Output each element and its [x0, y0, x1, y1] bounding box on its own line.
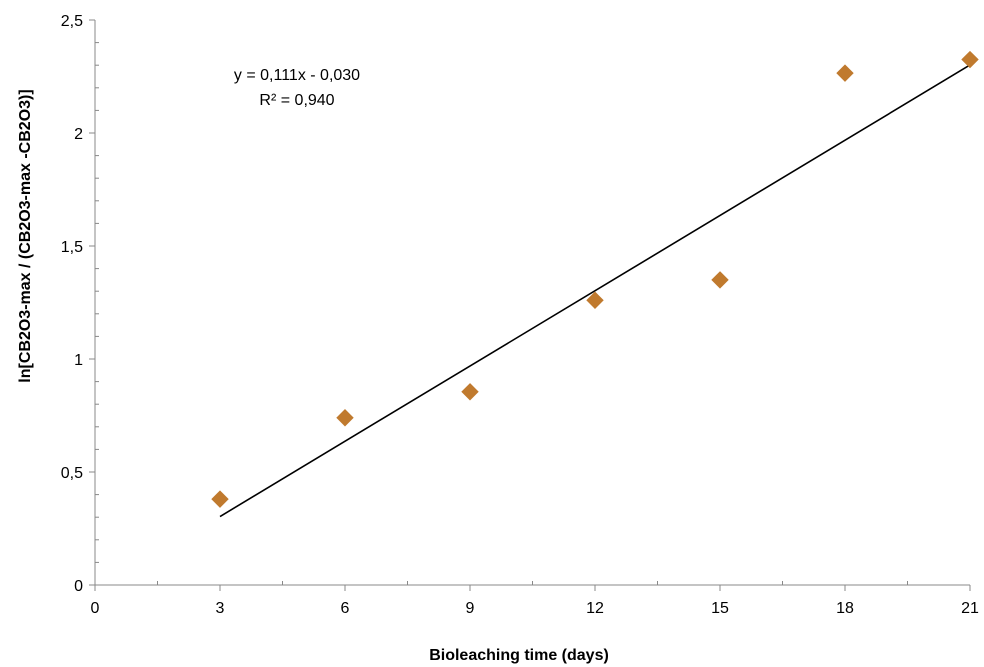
data-point	[711, 271, 729, 289]
y-tick-label: 1,5	[61, 239, 83, 256]
y-tick-label: 0	[74, 578, 83, 595]
y-axis-title: ln[CB2O3-max / (CB2O3-max -CB2O3)]	[17, 89, 34, 382]
y-tick-label: 0,5	[61, 465, 83, 482]
x-tick-label: 15	[711, 600, 729, 617]
x-tick-label: 21	[961, 600, 979, 617]
data-point	[211, 490, 229, 508]
trendline-group	[219, 64, 971, 518]
y-tick-label: 2,5	[61, 13, 83, 30]
y-tick-label: 1	[74, 352, 83, 369]
data-point	[461, 383, 479, 401]
r-squared-label: R² = 0,940	[259, 92, 334, 109]
data-points	[211, 50, 979, 508]
data-point	[836, 64, 854, 82]
trendline-equation: y = 0,111x - 0,030	[234, 67, 360, 84]
x-tick-label: 12	[586, 600, 604, 617]
data-point	[586, 291, 604, 309]
y-tick-label: 2	[74, 126, 83, 143]
x-tick-label: 18	[836, 600, 854, 617]
x-tick-label: 9	[466, 600, 475, 617]
data-point	[336, 409, 354, 427]
ticks: 0 0,5 1 1,5 2 2,5 0 3 6 9 12 15 18 21	[61, 13, 979, 617]
x-tick-label: 6	[341, 600, 350, 617]
x-axis-title: Bioleaching time (days)	[429, 647, 609, 664]
x-tick-label: 0	[91, 600, 100, 617]
trendline	[219, 64, 971, 518]
data-point	[961, 50, 979, 69]
trendline-annotation: y = 0,111x - 0,030 R² = 0,940	[234, 67, 360, 109]
x-tick-label: 3	[216, 600, 225, 617]
